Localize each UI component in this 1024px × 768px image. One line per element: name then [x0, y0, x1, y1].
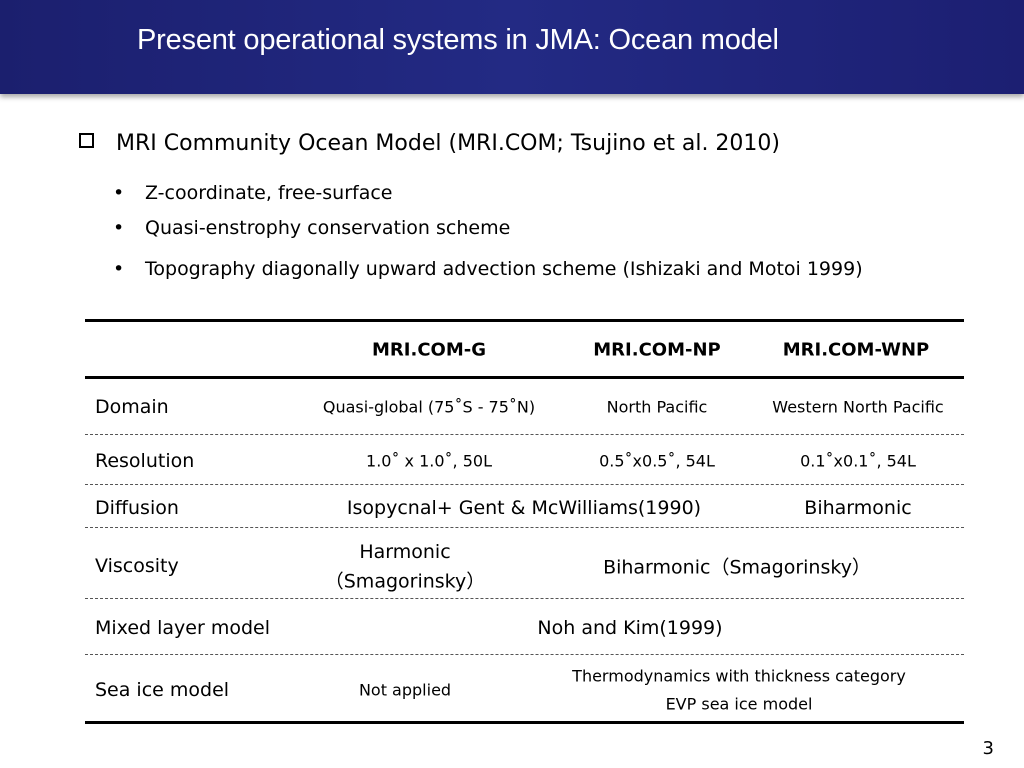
- table-top-rule: [85, 319, 964, 322]
- header-mri-com-np: MRI.COM-NP: [593, 339, 721, 361]
- slide-title: Present operational systems in JMA: Ocea…: [137, 24, 779, 56]
- main-bullet: MRI Community Ocean Model (MRI.COM; Tsuj…: [79, 131, 780, 156]
- model-comparison-table: MRI.COM-G MRI.COM-NP MRI.COM-WNP Domain …: [85, 319, 964, 724]
- table-bottom-rule: [85, 721, 964, 724]
- sub-bullet: • Z-coordinate, free-surface: [113, 182, 393, 204]
- viscosity-g-line2: （Smagorinsky）: [324, 570, 486, 593]
- diffusion-wnp: Biharmonic: [804, 497, 912, 519]
- domain-wnp: Western North Pacific: [772, 397, 944, 417]
- domain-np: North Pacific: [606, 397, 708, 417]
- mixed-layer-all: Noh and Kim(1999): [537, 617, 723, 639]
- diffusion-g-np: Isopycnal+ Gent & McWilliams(1990): [346, 497, 702, 519]
- sub-bullet-text: Topography diagonally upward advection s…: [145, 258, 863, 280]
- row-divider: [85, 654, 964, 655]
- row-label-diffusion: Diffusion: [95, 497, 179, 519]
- sub-bullet: • Quasi-enstrophy conservation scheme: [113, 217, 510, 239]
- square-bullet-icon: [79, 133, 94, 148]
- resolution-np: 0.5˚x0.5˚, 54L: [599, 451, 715, 471]
- main-bullet-text: MRI Community Ocean Model (MRI.COM; Tsuj…: [116, 131, 781, 156]
- header-mri-com-g: MRI.COM-G: [372, 339, 486, 361]
- domain-g: Quasi-global (75˚S - 75˚N): [322, 397, 536, 417]
- table-header-rule: [85, 376, 964, 379]
- row-label-domain: Domain: [95, 396, 169, 418]
- viscosity-np-wnp: Biharmonic（Smagorinsky）: [603, 556, 871, 579]
- title-bar: Present operational systems in JMA: Ocea…: [0, 0, 1024, 94]
- sub-bullet: • Topography diagonally upward advection …: [113, 258, 863, 280]
- sub-bullet-text: Z-coordinate, free-surface: [145, 182, 393, 204]
- resolution-g: 1.0˚ x 1.0˚, 50L: [366, 451, 492, 471]
- header-mri-com-wnp: MRI.COM-WNP: [782, 339, 930, 361]
- row-label-sea-ice: Sea ice model: [95, 679, 230, 701]
- resolution-wnp: 0.1˚x0.1˚, 54L: [800, 451, 916, 471]
- row-label-resolution: Resolution: [95, 450, 195, 472]
- sea-ice-np-wnp-line1: Thermodynamics with thickness category: [572, 666, 906, 686]
- bullet-dot-icon: •: [113, 258, 125, 280]
- row-divider: [85, 434, 964, 435]
- sea-ice-g: Not applied: [358, 680, 452, 700]
- page-number: 3: [982, 738, 994, 759]
- row-label-viscosity: Viscosity: [95, 555, 179, 577]
- row-divider: [85, 527, 964, 528]
- row-divider: [85, 598, 964, 599]
- sea-ice-np-wnp-line2: EVP sea ice model: [665, 694, 813, 714]
- sub-bullet-text: Quasi-enstrophy conservation scheme: [145, 217, 511, 239]
- row-divider: [85, 484, 964, 485]
- row-label-mixed-layer: Mixed layer model: [95, 617, 270, 639]
- bullet-dot-icon: •: [113, 217, 125, 239]
- bullet-dot-icon: •: [113, 182, 125, 204]
- viscosity-g-line1: Harmonic: [359, 541, 451, 563]
